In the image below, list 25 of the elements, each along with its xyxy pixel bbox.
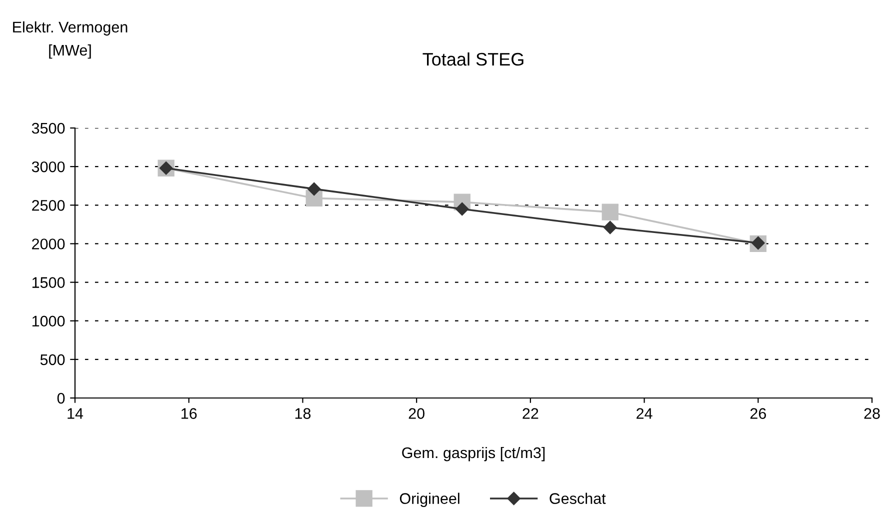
x-tick-label: 28 <box>864 408 880 419</box>
x-tick-label: 18 <box>295 408 311 419</box>
x-tick-label: 22 <box>522 408 538 419</box>
y-tick-label: 2500 <box>32 200 65 211</box>
y-tick-label: 2000 <box>32 238 65 250</box>
x-tick-label: 16 <box>182 408 197 419</box>
point <box>604 220 617 234</box>
point <box>602 204 618 220</box>
x-tick-label: 14 <box>68 408 84 419</box>
y-tick-label: 1500 <box>32 277 65 288</box>
y-tick-label: 0 <box>57 392 65 404</box>
y-tick-label: 3500 <box>32 122 65 134</box>
x-tick-label: 20 <box>408 408 424 419</box>
x-tick-label: 24 <box>636 408 652 419</box>
chart-title: Totaal STEG <box>422 52 524 66</box>
y-tick-label: 500 <box>40 354 65 366</box>
x-tick-label: 26 <box>750 408 766 419</box>
point <box>456 202 469 216</box>
x-axis-title: Gem. gasprijs [ct/m3] <box>402 446 545 462</box>
legend-label: Geschat <box>550 492 606 504</box>
y-tick-label: 1000 <box>32 316 65 327</box>
y-axis-title: Elektr. Vermogen [MWe] <box>13 21 128 59</box>
legend-label: Origineel <box>400 492 460 507</box>
y-tick-label: 3000 <box>32 161 65 172</box>
point <box>308 182 321 196</box>
